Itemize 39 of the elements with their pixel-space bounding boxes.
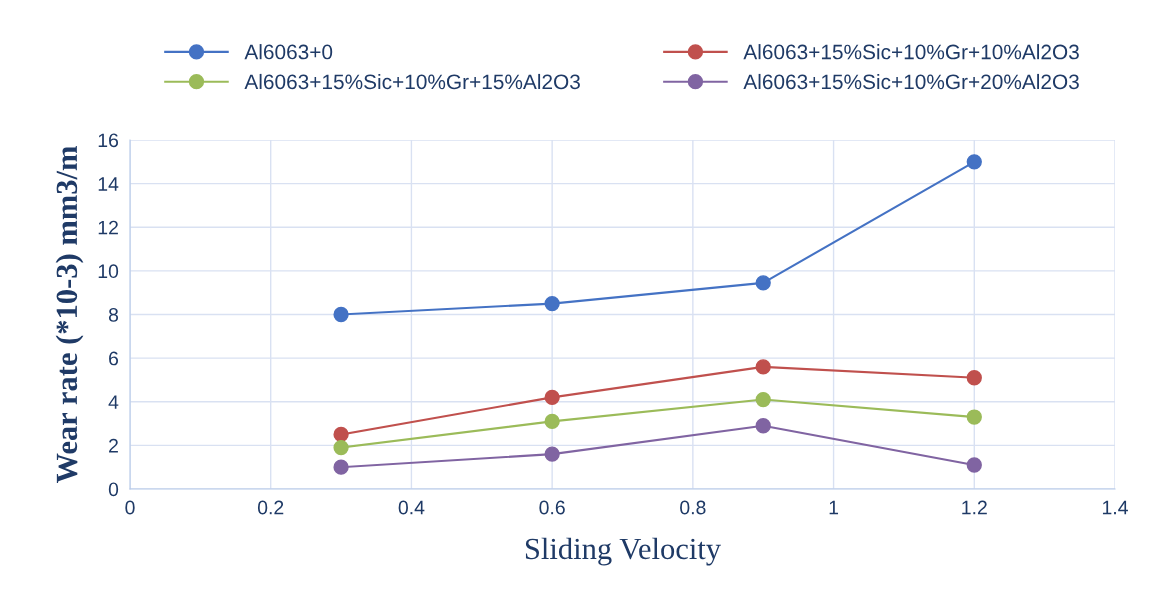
point (544, 446, 560, 462)
point (966, 154, 982, 170)
y-tick-label: 12 (98, 220, 118, 235)
y-tick-label: 14 (98, 177, 119, 191)
x-axis-title: Sliding Velocity (525, 537, 721, 566)
point (755, 359, 771, 375)
point (333, 459, 349, 475)
point (966, 457, 982, 473)
x-tick-label: 0.4 (398, 500, 425, 515)
point (755, 418, 771, 434)
legend-label: Al6063+15%Sic+10%Gr+20%Al2O3 (743, 73, 1079, 90)
x-tick-label: 1 (829, 500, 839, 515)
point (966, 409, 982, 425)
point (333, 306, 349, 323)
x-tick-label: 1.4 (1102, 500, 1128, 515)
y-tick-label: 4 (108, 395, 119, 409)
y-tick-label: 8 (108, 307, 119, 322)
x-tick-label: 0.8 (680, 500, 706, 515)
y-tick-label: 10 (98, 264, 119, 279)
point (333, 426, 349, 443)
legend-label: Al6063+0 (244, 44, 333, 60)
point (755, 275, 771, 291)
point (544, 413, 560, 430)
y-tick-label: 6 (109, 351, 119, 366)
y-axis-title: Wear rate (*10-3) mm3/m (55, 146, 84, 484)
point (544, 389, 560, 406)
y-tick-label: 0 (108, 482, 119, 497)
y-tick-label: 2 (109, 438, 118, 453)
point (333, 439, 349, 456)
y-tick-label: 16 (98, 133, 119, 148)
x-tick-label: 0.2 (257, 500, 284, 515)
x-tick-label: 0 (125, 500, 135, 515)
point (544, 295, 560, 312)
legend-label: Al6063+15%Sic+10%Gr+10%Al2O3 (743, 44, 1079, 60)
x-tick-label: 1.2 (962, 500, 987, 515)
x-tick-label: 0.6 (539, 500, 565, 515)
point (755, 391, 771, 408)
legend-label: Al6063+15%Sic+10%Gr+15%Al2O3 (244, 73, 580, 90)
point (966, 370, 982, 386)
